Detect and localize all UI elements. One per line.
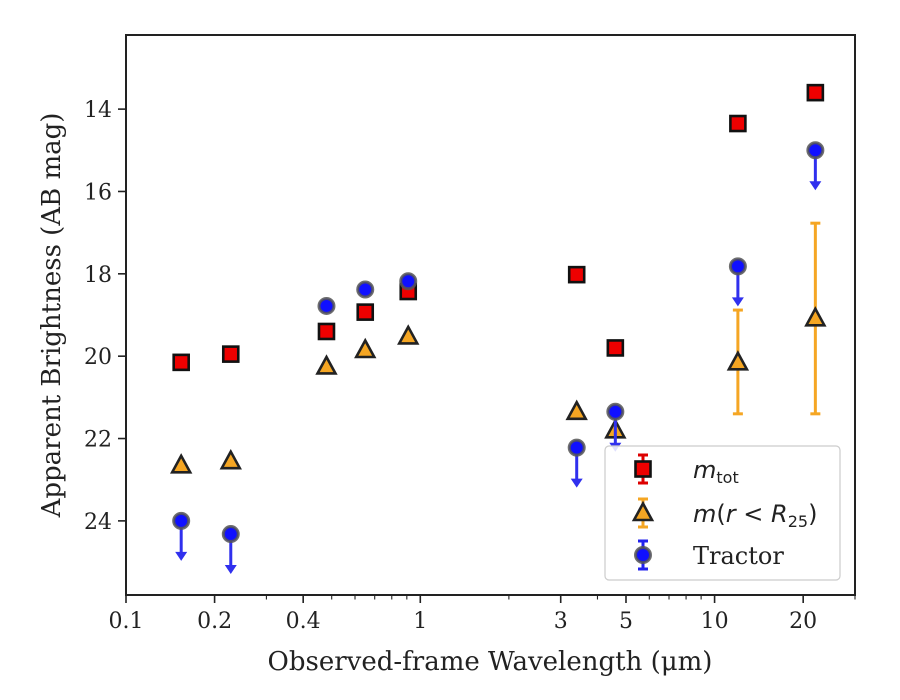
x-tick-label: 5 bbox=[619, 609, 633, 634]
data-point-mtot bbox=[221, 345, 240, 363]
x-axis-title: Observed-frame Wavelength (μm) bbox=[268, 647, 713, 677]
data-point-mtot bbox=[172, 353, 190, 372]
data-point-tractor bbox=[172, 511, 191, 530]
legend-marker-tractor bbox=[634, 546, 652, 564]
legend-entries: mtot m(r < R25) Tractor bbox=[631, 453, 817, 571]
series-mr25 bbox=[169, 221, 827, 474]
plot-frame bbox=[125, 34, 856, 596]
axes: 0.1 0.2 0.4 1 3 5 10 20 14 16 18 20 22 24 bbox=[84, 34, 856, 634]
upper-limit-arrow-head bbox=[224, 565, 237, 575]
data-point-tractor bbox=[728, 257, 747, 276]
y-tick-label: 20 bbox=[84, 345, 112, 370]
upper-limit-arrow-head bbox=[175, 551, 188, 561]
y-axis-title: Apparent Brightness (AB mag) bbox=[37, 113, 67, 519]
data-point-mtot bbox=[606, 339, 625, 357]
plot-area bbox=[169, 83, 827, 575]
data-point-tractor bbox=[317, 296, 336, 315]
data-point-tractor bbox=[399, 272, 418, 291]
x-tick-label: 3 bbox=[554, 609, 568, 634]
data-point-tractor bbox=[221, 525, 240, 544]
data-point-mr25 bbox=[219, 448, 242, 470]
data-point-mr25 bbox=[315, 354, 338, 375]
data-point-mr25 bbox=[565, 399, 588, 421]
data-point-mr25 bbox=[804, 306, 827, 327]
legend: mtot m(r < R25) Tractor bbox=[604, 445, 841, 581]
legend-marker-mr25 bbox=[631, 500, 655, 522]
data-point-mr25 bbox=[726, 350, 750, 371]
data-point-mr25 bbox=[397, 324, 420, 345]
data-point-mr25 bbox=[354, 337, 377, 359]
data-point-tractor bbox=[567, 438, 586, 457]
series-mtot bbox=[172, 83, 825, 372]
legend-entry-mr25: m(r < R25) bbox=[631, 497, 817, 531]
data-point-mr25 bbox=[169, 453, 193, 474]
legend-label-mr25: m(r < R25) bbox=[693, 500, 817, 531]
legend-entry-mtot: mtot bbox=[634, 453, 739, 487]
legend-marker-mtot bbox=[634, 460, 652, 478]
y-tick-label: 22 bbox=[84, 428, 112, 453]
data-point-tractor bbox=[606, 402, 625, 421]
y-tick-label: 14 bbox=[84, 98, 112, 123]
data-point-mtot bbox=[806, 83, 825, 102]
x-tick-label: 0.2 bbox=[197, 609, 232, 634]
data-point-mtot bbox=[317, 322, 336, 341]
y-tick-label: 24 bbox=[84, 510, 112, 535]
legend-frame bbox=[604, 445, 841, 581]
upper-limit-arrow-head bbox=[731, 297, 744, 307]
x-tick-label: 0.4 bbox=[286, 609, 321, 634]
data-point-mtot bbox=[356, 303, 375, 321]
x-tick-label: 1 bbox=[413, 609, 427, 634]
x-tick-label: 0.1 bbox=[109, 609, 144, 634]
data-point-tractor bbox=[356, 280, 375, 299]
series-tractor bbox=[172, 141, 825, 575]
upper-limit-arrow-head bbox=[809, 181, 822, 191]
y-tick-label: 18 bbox=[84, 263, 112, 288]
x-tick-label: 10 bbox=[701, 609, 729, 634]
legend-label-mtot: mtot bbox=[693, 456, 739, 487]
data-point-tractor bbox=[806, 141, 825, 160]
x-tick-label: 20 bbox=[789, 609, 817, 634]
y-tick-label: 16 bbox=[84, 180, 112, 205]
legend-entry-tractor: Tractor bbox=[634, 539, 784, 571]
legend-label-tractor: Tractor bbox=[693, 542, 784, 570]
data-point-mtot bbox=[729, 114, 747, 133]
data-point-mtot bbox=[567, 265, 586, 284]
upper-limit-arrow-head bbox=[570, 478, 583, 488]
